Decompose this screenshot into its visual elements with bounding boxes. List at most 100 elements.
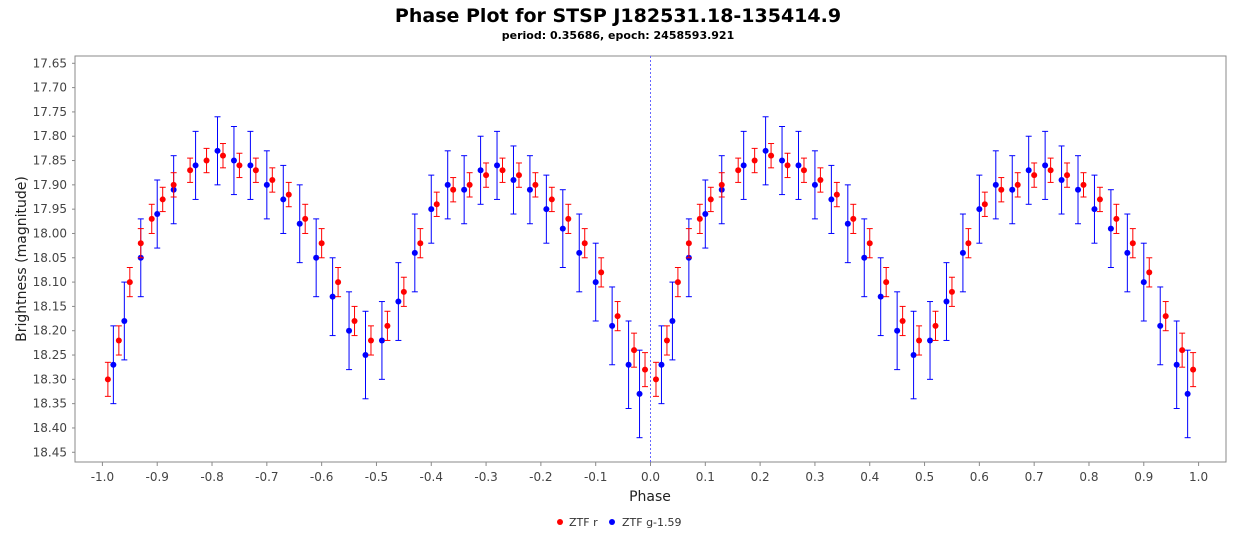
data-point (214, 147, 221, 154)
data-point (1173, 361, 1180, 368)
x-tick-label: -0.6 (310, 470, 333, 484)
data-point (444, 181, 451, 188)
data-point (598, 269, 605, 276)
data-point (718, 181, 725, 188)
data-point (1184, 390, 1191, 397)
x-tick-label: -0.5 (365, 470, 388, 484)
data-point (433, 201, 440, 208)
data-point (581, 240, 588, 247)
data-point (894, 327, 901, 334)
data-point (346, 327, 353, 334)
legend-label: ZTF g-1.59 (622, 516, 682, 529)
x-tick-label: 1.0 (1189, 470, 1208, 484)
data-point (850, 215, 857, 222)
data-point (159, 196, 166, 203)
data-point (795, 162, 802, 169)
x-tick-label: -0.4 (420, 470, 443, 484)
data-point (230, 157, 237, 164)
y-tick-label: 18.05 (33, 251, 67, 265)
data-point (1064, 172, 1071, 179)
x-tick-label: 0.1 (696, 470, 715, 484)
x-tick-label: -0.1 (584, 470, 607, 484)
data-point (1162, 313, 1169, 320)
x-axis: -1.0 -0.9 -0.8 -0.7 -0.6 -0.5 -0.4 -0.3 -0.2 -0.1… (91, 462, 1208, 484)
data-point (768, 152, 775, 159)
data-point (263, 181, 270, 188)
data-point (428, 206, 435, 213)
y-tick-label: 17.65 (33, 56, 67, 70)
data-point (1091, 206, 1098, 213)
data-point (559, 225, 566, 232)
data-point (959, 249, 966, 256)
data-point (318, 240, 325, 247)
data-point (548, 196, 555, 203)
data-point (740, 162, 747, 169)
x-tick-label: 0.3 (805, 470, 824, 484)
data-point (1009, 186, 1016, 193)
data-point (1080, 181, 1087, 188)
legend: ZTF r ZTF g-1.59 (557, 516, 682, 529)
legend-marker (557, 519, 563, 525)
y-tick-label: 18.20 (33, 324, 67, 338)
data-point (126, 279, 133, 286)
x-tick-label: 0.4 (860, 470, 879, 484)
y-tick-label: 18.45 (33, 445, 67, 459)
legend-marker (609, 519, 615, 525)
data-point (927, 337, 934, 344)
data-point (461, 186, 468, 193)
data-point (192, 162, 199, 169)
data-point (779, 157, 786, 164)
data-point (811, 181, 818, 188)
data-point (499, 167, 506, 174)
y-axis-label: Brightness (magnitude) (14, 176, 30, 342)
data-point (702, 211, 709, 218)
data-point (669, 317, 676, 324)
data-point (510, 176, 517, 183)
data-point (378, 337, 385, 344)
data-point (735, 167, 742, 174)
data-point (1129, 240, 1136, 247)
data-point (828, 196, 835, 203)
data-point (762, 147, 769, 154)
data-point (1190, 366, 1197, 373)
y-tick-label: 17.75 (33, 105, 67, 119)
y-tick-label: 17.85 (33, 154, 67, 168)
data-point (817, 176, 824, 183)
data-point (861, 254, 868, 261)
y-tick-label: 18.25 (33, 348, 67, 362)
data-point (532, 181, 539, 188)
data-point (450, 186, 457, 193)
data-point (252, 167, 259, 174)
data-point (335, 279, 342, 286)
x-axis-label: Phase (629, 489, 671, 505)
series-ztf-r (104, 143, 1197, 397)
data-point (417, 240, 424, 247)
data-point (302, 215, 309, 222)
data-point (219, 152, 226, 159)
data-point (515, 172, 522, 179)
data-point (477, 167, 484, 174)
data-point (1031, 172, 1038, 179)
data-point (411, 249, 418, 256)
data-point (121, 317, 128, 324)
data-point (663, 337, 670, 344)
data-point (154, 211, 161, 218)
y-tick-label: 18.30 (33, 372, 67, 386)
data-point (658, 361, 665, 368)
series-ztf-g-1-59 (110, 116, 1191, 439)
data-point (916, 337, 923, 344)
data-point (1096, 196, 1103, 203)
data-point (565, 215, 572, 222)
x-tick-label: 0.9 (1134, 470, 1153, 484)
x-tick-label: -1.0 (91, 470, 114, 484)
data-point (998, 186, 1005, 193)
data-point (526, 186, 533, 193)
chart-subtitle: period: 0.35686, epoch: 2458593.921 (502, 29, 735, 42)
data-point (384, 322, 391, 329)
data-point (137, 240, 144, 247)
data-point (609, 322, 616, 329)
y-tick-label: 18.15 (33, 299, 67, 313)
data-point (110, 361, 117, 368)
x-tick-label: 0.8 (1079, 470, 1098, 484)
